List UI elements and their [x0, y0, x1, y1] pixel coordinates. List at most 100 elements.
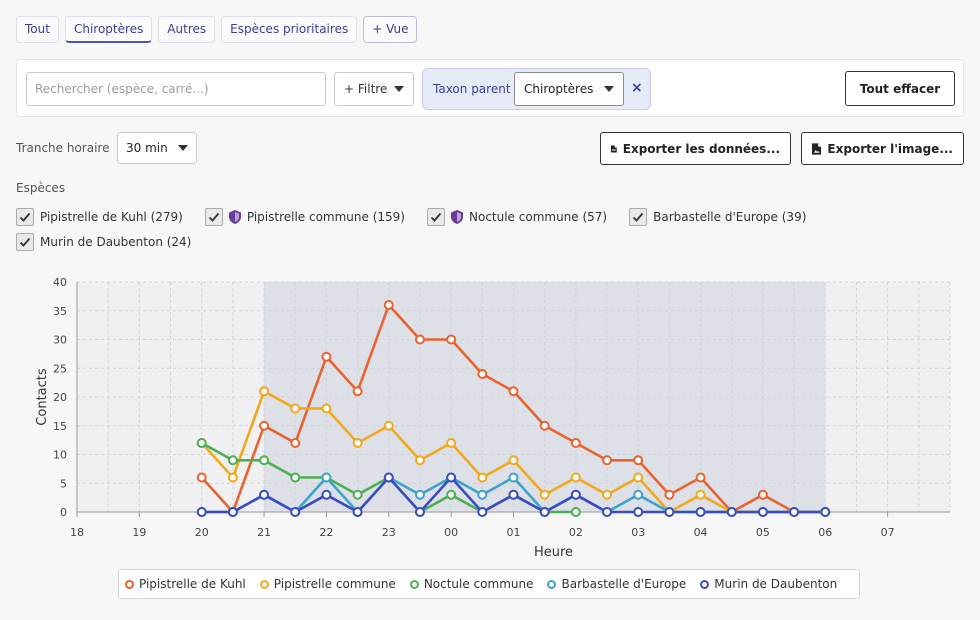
data-point [259, 386, 270, 397]
legend-item[interactable]: Noctule commune [409, 577, 533, 591]
x-axis-label: Heure [534, 545, 573, 560]
legend-item[interactable]: Murin de Daubenton [700, 577, 837, 591]
data-point [539, 420, 550, 431]
data-point [290, 507, 301, 517]
taxon-select[interactable]: Chiroptères [514, 72, 624, 106]
shield-icon [451, 210, 463, 224]
legend-marker-icon [259, 579, 269, 589]
data-point [633, 489, 644, 500]
x-tick-label: 03 [631, 526, 645, 539]
export-image-button[interactable]: Exporter l'image... [801, 132, 964, 165]
data-point [383, 472, 394, 483]
x-tick-label: 06 [818, 526, 832, 539]
data-point [477, 472, 488, 483]
data-point [508, 489, 519, 500]
y-axis-label: Contacts [35, 368, 50, 426]
x-tick-label: 22 [319, 526, 333, 539]
data-point [695, 472, 706, 483]
species-label: Murin de Daubenton (24) [40, 235, 192, 249]
image-file-icon [812, 142, 822, 155]
checkbox-checked-icon [204, 208, 223, 226]
species-label: Pipistrelle de Kuhl (279) [40, 210, 183, 224]
data-point [477, 369, 488, 379]
y-tick-label: 0 [60, 506, 67, 519]
data-point [446, 438, 457, 448]
checkbox-checked-icon [16, 233, 34, 251]
data-point [789, 507, 800, 517]
legend-marker-icon [547, 579, 557, 589]
data-point [446, 489, 457, 500]
tab-chiropteres[interactable]: Chiroptères [64, 16, 153, 43]
y-tick-label: 35 [53, 305, 67, 318]
tab-especes-prioritaires[interactable]: Espèces prioritaires [221, 16, 358, 43]
species-row-2: Murin de Daubenton (24) [16, 233, 213, 251]
data-point [602, 489, 613, 500]
filter-chip-taxon: Taxon parent Chiroptères × [422, 68, 651, 110]
data-point [321, 489, 332, 500]
data-point [196, 507, 207, 517]
legend-item[interactable]: Pipistrelle commune [259, 577, 396, 591]
data-point [227, 472, 238, 483]
data-point [508, 472, 519, 483]
document-icon [611, 145, 617, 152]
data-point [633, 507, 644, 517]
x-tick-label: 02 [569, 526, 583, 539]
y-tick-label: 15 [53, 420, 67, 433]
species-checkbox-noctule-commune[interactable]: Noctule commune (57) [427, 208, 607, 226]
export-data-button[interactable]: Exporter les données... [600, 132, 791, 165]
species-checkbox-pipistrelle-kuhl[interactable]: Pipistrelle de Kuhl (279) [16, 208, 183, 226]
time-slice-select[interactable]: 30 min [117, 132, 197, 164]
data-point [570, 507, 581, 517]
data-point [477, 507, 488, 517]
data-point [602, 507, 613, 517]
data-point [414, 334, 425, 345]
y-tick-label: 30 [53, 334, 67, 347]
species-checkbox-pipistrelle-commune[interactable]: Pipistrelle commune (159) [204, 208, 405, 226]
legend-label: Barbastelle d'Europe [561, 577, 687, 591]
data-point [726, 507, 737, 517]
clear-all-button[interactable]: Tout effacer [845, 71, 955, 106]
x-tick-label: 19 [132, 526, 146, 539]
tab-autres[interactable]: Autres [158, 16, 216, 43]
y-tick-label: 25 [53, 362, 67, 375]
add-filter-button[interactable]: + Filtre [334, 72, 414, 106]
data-point [757, 489, 768, 500]
species-row-1: Pipistrelle de Kuhl (279) Pipistrelle co… [16, 208, 828, 226]
data-point [539, 489, 550, 500]
data-point [227, 507, 238, 517]
data-point [352, 386, 363, 397]
data-point [414, 507, 425, 517]
species-checkbox-barbastelle[interactable]: Barbastelle d'Europe (39) [629, 208, 806, 226]
add-filter-label: + Filtre [344, 82, 388, 96]
filter-chip-label: Taxon parent [433, 82, 511, 96]
data-point [570, 489, 581, 500]
data-point [446, 472, 457, 483]
legend-item[interactable]: Barbastelle d'Europe [547, 577, 686, 591]
legend-item[interactable]: Pipistrelle de Kuhl [125, 577, 246, 591]
view-tabs: Tout Chiroptères Autres Espèces priorita… [16, 16, 418, 43]
data-point [383, 300, 394, 310]
data-point [633, 472, 644, 483]
close-icon[interactable]: × [631, 80, 643, 96]
data-point [570, 438, 581, 448]
data-point [321, 403, 332, 414]
y-tick-label: 10 [53, 449, 67, 462]
data-point [695, 489, 706, 500]
species-checkbox-murin-daubenton[interactable]: Murin de Daubenton (24) [16, 233, 191, 251]
species-label: Noctule commune (57) [469, 210, 608, 224]
search-input[interactable] [26, 72, 326, 106]
checkbox-checked-icon [16, 208, 34, 226]
data-point [602, 455, 613, 466]
data-point [321, 472, 332, 483]
add-view-button[interactable]: + Vue [363, 16, 418, 43]
data-point [259, 455, 270, 466]
tab-tout[interactable]: Tout [16, 16, 59, 43]
legend-marker-icon [409, 579, 419, 589]
x-tick-label: 05 [756, 526, 770, 539]
legend-label: Pipistrelle de Kuhl [139, 577, 246, 591]
data-point [664, 489, 675, 500]
data-point [290, 438, 301, 448]
data-point [227, 455, 238, 466]
checkbox-checked-icon [427, 208, 445, 226]
